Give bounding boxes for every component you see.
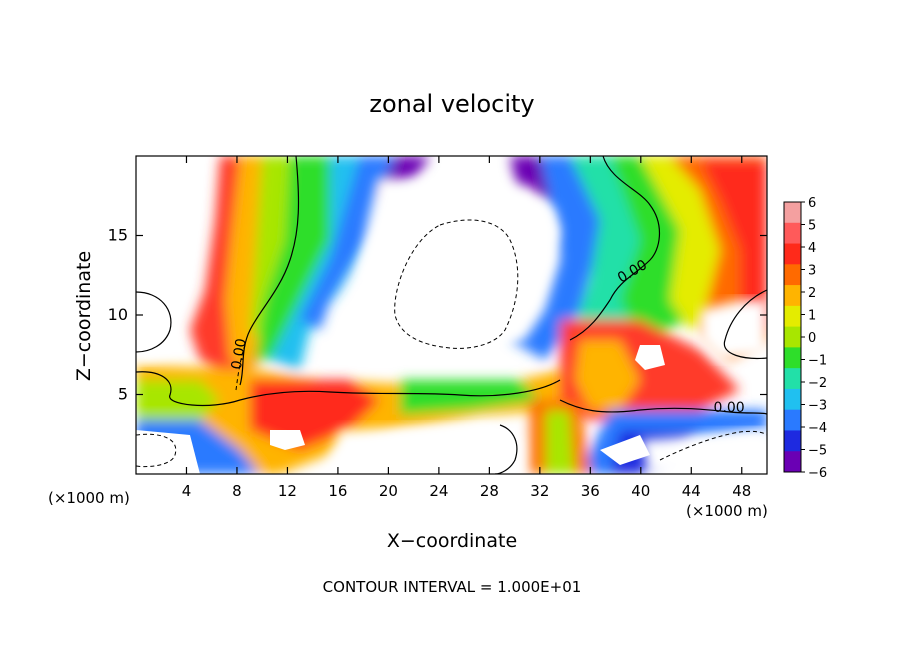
chart-title: zonal velocity bbox=[369, 90, 534, 118]
x-tick-label: 28 bbox=[480, 482, 499, 500]
colorbar-label: 2 bbox=[808, 286, 816, 301]
x-tick-label: 8 bbox=[232, 482, 242, 500]
x-unit-left: (×1000 m) bbox=[48, 489, 130, 507]
colorbar-label: −2 bbox=[808, 376, 827, 391]
colorbar-label: 3 bbox=[808, 264, 816, 279]
x-tick-label: 20 bbox=[379, 482, 398, 500]
x-tick-label: 24 bbox=[429, 482, 448, 500]
colorbar-swatch bbox=[784, 451, 801, 473]
y-tick-label: 10 bbox=[108, 305, 128, 324]
colorbar-swatch bbox=[784, 368, 801, 390]
colorbar-swatch bbox=[784, 347, 801, 369]
x-tick-label: 12 bbox=[278, 482, 297, 500]
colorbar-label: 4 bbox=[808, 241, 816, 256]
colorbar-label: 6 bbox=[808, 196, 816, 211]
contour-label: 0.00 bbox=[714, 400, 745, 416]
contour-interval-note: CONTOUR INTERVAL = 1.000E+01 bbox=[323, 578, 582, 596]
colorbar-label: −4 bbox=[808, 421, 827, 436]
colorbar-swatch bbox=[784, 222, 801, 245]
colorbar-swatch bbox=[784, 243, 801, 265]
colorbar-swatch bbox=[784, 326, 801, 348]
colorbar-swatch bbox=[784, 202, 801, 224]
colorbar-label: −5 bbox=[808, 444, 827, 459]
y-axis-label: Z−coordinate bbox=[73, 251, 95, 381]
colorbar-swatch bbox=[784, 388, 801, 411]
colorbar-swatch bbox=[784, 409, 801, 431]
colorbar-swatch bbox=[784, 430, 801, 452]
y-tick-label: 15 bbox=[108, 226, 128, 245]
x-tick-label: 16 bbox=[328, 482, 347, 500]
colorbar-label: −6 bbox=[808, 466, 827, 481]
x-tick-label: 40 bbox=[631, 482, 650, 500]
colorbar-label: 1 bbox=[808, 309, 816, 324]
colorbar-swatch bbox=[784, 305, 801, 328]
y-tick-label: 5 bbox=[118, 385, 128, 404]
colorbar: 6 5 4 3 2 1 0 −1 −2 −3 −4 −5 −6 bbox=[783, 196, 827, 481]
contour-label: 0.00 bbox=[229, 337, 250, 370]
colorbar-label: 5 bbox=[808, 219, 816, 234]
x-axis-label: X−coordinate bbox=[387, 530, 517, 552]
x-tick-label: 44 bbox=[682, 482, 701, 500]
colorbar-label: 0 bbox=[808, 331, 816, 346]
x-tick-label: 48 bbox=[732, 482, 751, 500]
colorbar-swatch bbox=[784, 264, 801, 286]
x-tick-label: 4 bbox=[182, 482, 192, 500]
x-unit-right: (×1000 m) bbox=[686, 502, 768, 520]
colorbar-label: −1 bbox=[808, 354, 827, 369]
colorbar-swatch bbox=[784, 285, 801, 307]
x-tick-label: 36 bbox=[581, 482, 600, 500]
heatmap-field bbox=[136, 156, 767, 474]
x-tick-label: 32 bbox=[530, 482, 549, 500]
colorbar-label: −3 bbox=[808, 399, 827, 414]
